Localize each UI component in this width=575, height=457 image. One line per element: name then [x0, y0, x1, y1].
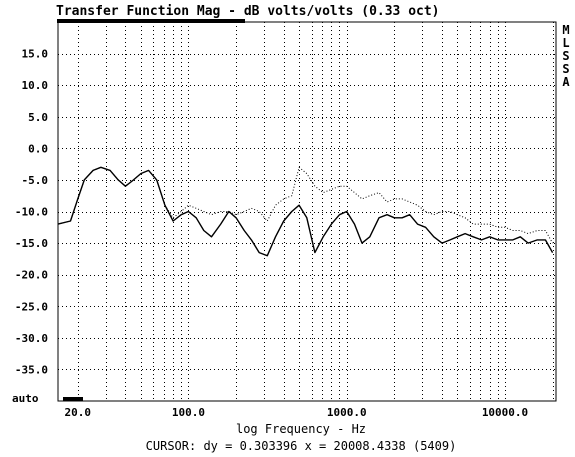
series-dotted-line [57, 166, 554, 244]
y-tick-label-5: -10.0 [15, 206, 48, 219]
x-tick-label-3: 10000.0 [482, 406, 528, 419]
side-letter-0: M [562, 23, 569, 37]
side-letter-2: S [562, 49, 569, 63]
y-tick-label-7: -20.0 [15, 269, 48, 282]
title-underline-bar [57, 19, 245, 23]
x-gridlines [78, 22, 554, 401]
series-layer [57, 166, 554, 257]
y-tick-label-8: -25.0 [15, 300, 48, 313]
x-axis-tick-labels: 20.0 100.0 1000.0 10000.0 [65, 406, 529, 419]
x-range-marker [63, 397, 83, 401]
y-gridlines [58, 54, 556, 370]
y-tick-label-4: -5.0 [22, 174, 49, 187]
plot-frame [57, 21, 557, 402]
cursor-readout: CURSOR: dy = 0.303396 x = 20008.4338 (54… [146, 439, 457, 453]
y-tick-label-6: -15.0 [15, 237, 48, 250]
y-tick-label-9: -30.0 [15, 332, 48, 345]
y-axis-tick-labels: 15.0 10.0 5.0 0.0 -5.0 -10.0 -15.0 -20.0 -25.0 -3… [15, 48, 48, 377]
side-letter-1: L [562, 36, 569, 50]
x-tick-label-2: 1000.0 [327, 406, 367, 419]
y-tick-label-1: 10.0 [22, 79, 49, 92]
x-tick-label-1: 100.0 [172, 406, 205, 419]
x-tick-label-0: 20.0 [65, 406, 92, 419]
x-axis-label: log Frequency - Hz [236, 422, 366, 436]
y-tick-label-10: -35.0 [15, 363, 48, 376]
y-tick-label-3: 0.0 [28, 142, 48, 155]
y-tick-label-2: 5.0 [28, 111, 48, 124]
y-axis-auto-label: auto [12, 392, 39, 405]
side-letter-3: S [562, 62, 569, 76]
chart-title: Transfer Function Mag - dB volts/volts (… [56, 4, 440, 19]
side-letter-4: A [562, 75, 570, 89]
y-tick-label-0: 15.0 [22, 48, 49, 61]
